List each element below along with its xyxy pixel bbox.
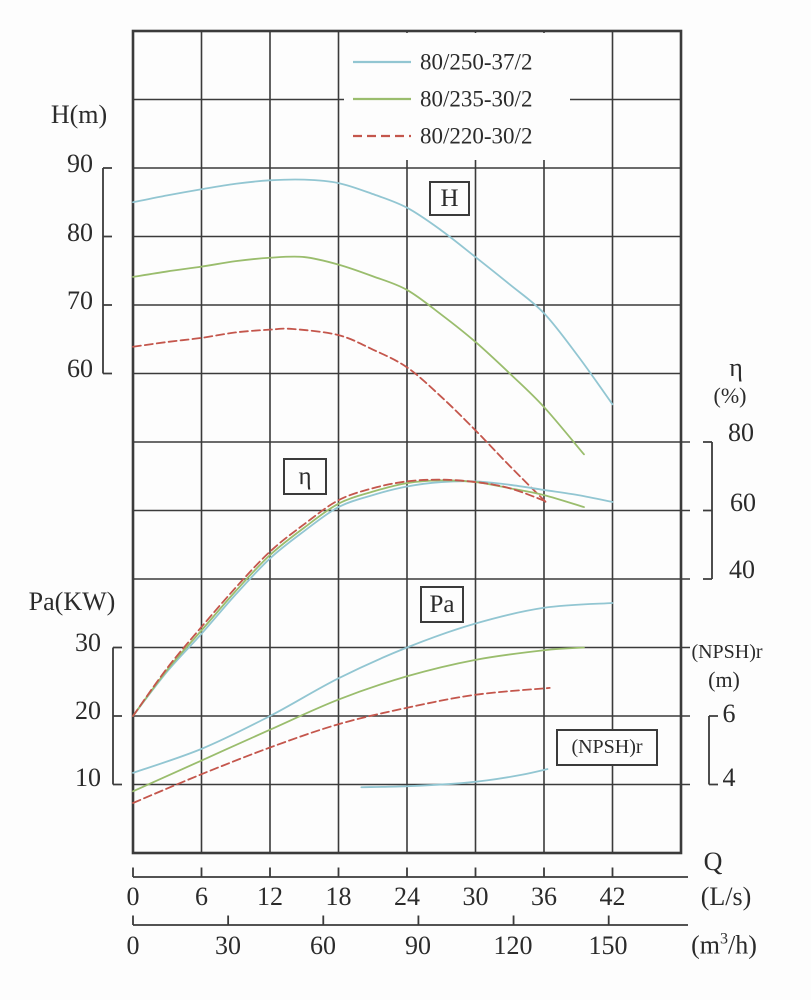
q-ls-tick: 36 xyxy=(531,882,557,911)
npsh-axis-unit: (m) xyxy=(708,667,740,692)
q-m3h-tick: 30 xyxy=(215,931,241,960)
eta-axis-tick: 60 xyxy=(730,488,756,517)
eta-curve-label: η xyxy=(298,462,312,490)
q-ls-tick: 0 xyxy=(126,882,140,911)
q-ls-tick: 30 xyxy=(462,882,489,911)
h-curve-80/250-37/2 xyxy=(132,178,614,406)
eta-curve-80/250-37/2 xyxy=(132,480,614,717)
pa-axis-title: Pa(KW) xyxy=(28,587,116,616)
q-ls-tick: 6 xyxy=(195,882,208,911)
q-axis-title: Q xyxy=(703,847,723,876)
pa-curve-80/250-37/2 xyxy=(132,602,614,774)
q-ls-unit: (L/s) xyxy=(700,882,752,911)
h-axis-tick: 80 xyxy=(67,218,93,247)
q-m3h-tick: 0 xyxy=(126,931,140,960)
eta-curve-80/235-30/2 xyxy=(132,479,585,717)
pa-axis-tick: 30 xyxy=(75,628,101,657)
h-curve-label: H xyxy=(440,184,459,212)
pa-curve-80/235-30/2 xyxy=(132,646,585,793)
legend-item-label: 80/250-37/2 xyxy=(420,49,533,75)
pa-curve-label: Pa xyxy=(429,590,455,618)
flow-axes xyxy=(132,867,688,926)
pa-curve-80/220-30/2 xyxy=(132,687,551,804)
h-axis-tick: 60 xyxy=(67,354,93,383)
q-m3h-tick: 150 xyxy=(588,931,628,960)
npsh-axis-title: (NPSH)r xyxy=(691,641,763,663)
pa-axis-tick: 20 xyxy=(75,696,101,725)
npsh-axis-tick: 6 xyxy=(722,699,736,728)
q-ls-tick: 18 xyxy=(325,882,352,911)
eta-axis-title: η xyxy=(729,353,743,382)
h-curve-80/235-30/2 xyxy=(132,255,585,456)
q-m3h-tick: 90 xyxy=(405,931,431,960)
eta-axis-unit: (%) xyxy=(713,383,747,408)
q-m3h-tick: 60 xyxy=(310,931,336,960)
h-axis-tick: 90 xyxy=(67,149,93,178)
q-ls-tick: 12 xyxy=(257,882,283,911)
eta-axis-tick: 40 xyxy=(729,555,755,584)
npsh-axis-tick: 4 xyxy=(722,763,736,792)
h-axis-title: H(m) xyxy=(50,100,108,129)
npsh-curve-label-box: (NPSH)r xyxy=(556,729,658,766)
npsh-curve-label: (NPSH)r xyxy=(571,736,643,758)
legend-item-label: 80/235-30/2 xyxy=(420,86,533,112)
pa-curve-label-box: Pa xyxy=(420,586,464,623)
legend-item-label: 80/220-30/2 xyxy=(420,123,533,149)
npsh-curve-80/250-37/2 xyxy=(360,768,549,789)
eta-curve-80/220-30/2 xyxy=(132,478,549,717)
right-edge-ticks xyxy=(681,441,690,786)
h-axis-tick: 70 xyxy=(67,286,93,315)
q-ls-tick: 24 xyxy=(394,882,420,911)
pa-axis-tick: 10 xyxy=(75,763,101,792)
legend-background xyxy=(344,33,570,160)
q-m3h-unit: (m3/h) xyxy=(691,930,757,960)
eta-curve-label-box: η xyxy=(283,458,327,495)
h-curve-80/220-30/2 xyxy=(132,327,549,505)
q-m3h-tick: 120 xyxy=(493,931,533,960)
axis-brackets xyxy=(102,167,718,786)
q-ls-tick: 42 xyxy=(599,882,626,911)
eta-axis-tick: 80 xyxy=(728,418,754,447)
h-curve-label-box: H xyxy=(429,181,470,216)
